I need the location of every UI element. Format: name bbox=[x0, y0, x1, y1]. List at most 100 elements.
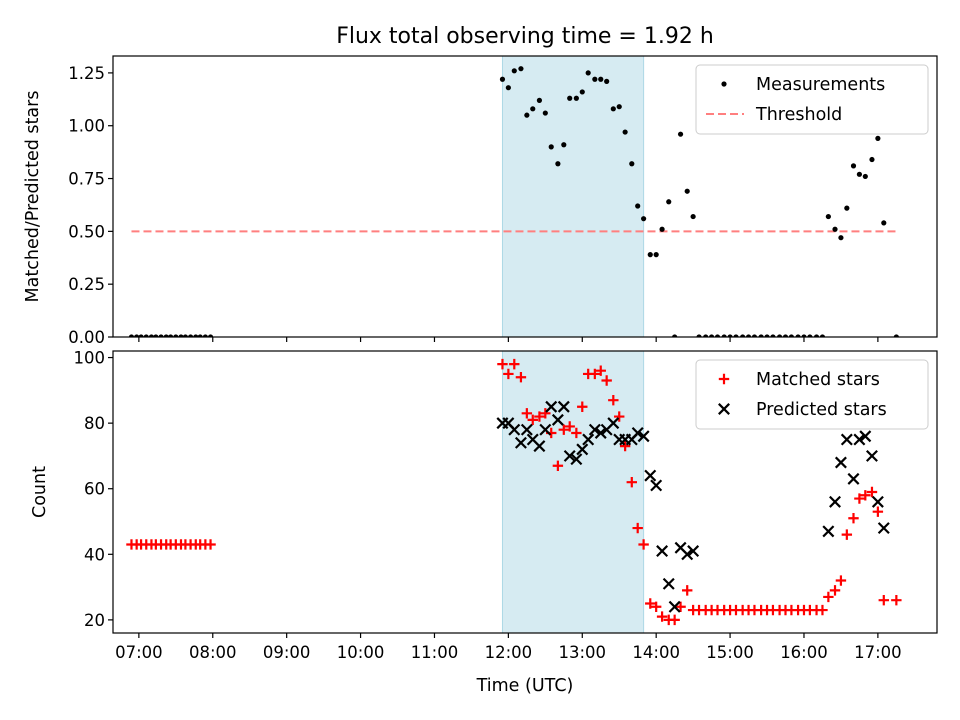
data-point bbox=[850, 163, 857, 169]
data-point bbox=[813, 334, 820, 337]
legend-box bbox=[695, 359, 929, 430]
data-point bbox=[829, 495, 841, 508]
data-point bbox=[835, 575, 847, 586]
top-observing-span bbox=[501, 56, 645, 337]
data-point bbox=[647, 252, 653, 258]
data-point bbox=[573, 95, 579, 101]
y-tick-label: 1.25 bbox=[68, 64, 105, 83]
data-point bbox=[579, 89, 585, 95]
data-point bbox=[555, 161, 561, 167]
y-tick-label: 0.25 bbox=[68, 275, 105, 294]
data-point bbox=[862, 173, 868, 180]
data-point bbox=[608, 394, 619, 406]
data-point bbox=[505, 85, 511, 91]
data-point bbox=[653, 252, 659, 258]
data-point bbox=[178, 334, 184, 337]
data-point bbox=[751, 334, 758, 337]
data-point bbox=[659, 226, 665, 232]
data-point bbox=[515, 372, 527, 383]
data-point bbox=[696, 334, 702, 337]
data-point bbox=[563, 449, 576, 462]
data-point bbox=[703, 334, 709, 337]
x-tick-label: 15:00 bbox=[706, 643, 754, 662]
data-point bbox=[650, 601, 662, 612]
data-point bbox=[589, 368, 601, 380]
data-point bbox=[825, 213, 831, 220]
y-tick-label: 80 bbox=[84, 414, 105, 433]
top-y-axis-label: Matched/Predicted stars bbox=[23, 91, 43, 303]
data-point bbox=[557, 400, 570, 413]
data-point bbox=[872, 506, 884, 517]
data-point bbox=[539, 423, 552, 436]
legend-box bbox=[695, 64, 929, 135]
data-point bbox=[594, 426, 607, 439]
y-tick-label: 100 bbox=[74, 349, 106, 368]
top-series-0 bbox=[128, 66, 899, 337]
data-point bbox=[645, 598, 656, 609]
data-point bbox=[173, 334, 179, 337]
data-point bbox=[788, 334, 795, 337]
data-point bbox=[656, 545, 669, 558]
data-point bbox=[859, 430, 872, 443]
x-tick-label: 12:00 bbox=[485, 643, 533, 662]
data-point bbox=[632, 522, 643, 534]
data-point bbox=[521, 408, 533, 419]
data-point bbox=[838, 235, 844, 241]
data-point bbox=[585, 70, 591, 76]
data-point bbox=[153, 334, 159, 337]
data-point bbox=[682, 585, 693, 596]
data-point bbox=[714, 334, 721, 337]
data-point bbox=[607, 417, 620, 430]
data-point bbox=[770, 334, 776, 337]
data-point bbox=[631, 426, 644, 439]
top-axes-frame bbox=[112, 55, 938, 338]
data-point bbox=[182, 334, 189, 337]
bottom-y-axis-label: Count bbox=[30, 466, 50, 518]
data-point bbox=[570, 453, 583, 466]
data-point bbox=[134, 334, 140, 337]
data-point bbox=[503, 368, 514, 380]
data-point bbox=[869, 156, 875, 163]
data-point bbox=[564, 421, 575, 432]
data-point bbox=[604, 78, 610, 84]
data-point bbox=[819, 334, 826, 337]
legend-label: Threshold bbox=[755, 105, 842, 125]
data-point bbox=[795, 334, 801, 337]
data-point bbox=[629, 161, 635, 167]
data-point bbox=[817, 604, 828, 616]
data-point bbox=[841, 529, 853, 540]
y-tick-label: 20 bbox=[84, 611, 105, 630]
data-point bbox=[534, 411, 545, 422]
data-point bbox=[675, 601, 686, 612]
y-tick-label: 0.75 bbox=[68, 170, 105, 189]
data-point bbox=[672, 334, 678, 337]
data-point bbox=[540, 408, 551, 419]
bottom-panel: 20 40 60 80 100 07:00 08:00 09:00 10:00 11:00 12:0… bbox=[30, 349, 938, 662]
data-point bbox=[690, 213, 696, 220]
x-tick-label: 10:00 bbox=[337, 643, 385, 662]
top-panel: 0.00 0.25 0.50 0.75 1.00 1.25 Matched/Predicte… bbox=[23, 55, 938, 347]
x-tick-label: 07:00 bbox=[115, 643, 163, 662]
y-tick-label: 60 bbox=[84, 480, 105, 499]
top-legend: Measurements Threshold bbox=[695, 64, 929, 135]
data-point bbox=[840, 433, 853, 446]
data-point bbox=[877, 522, 890, 535]
data-point bbox=[871, 495, 884, 508]
data-point bbox=[610, 106, 616, 112]
data-point bbox=[650, 479, 663, 492]
data-point bbox=[893, 334, 899, 337]
data-point bbox=[854, 493, 865, 504]
data-point bbox=[533, 440, 546, 453]
data-point bbox=[582, 433, 595, 446]
data-point bbox=[552, 460, 564, 471]
data-point bbox=[635, 203, 641, 209]
data-point bbox=[558, 424, 569, 435]
data-point bbox=[644, 469, 657, 482]
data-point bbox=[202, 334, 208, 337]
data-point bbox=[592, 76, 598, 82]
data-point bbox=[548, 144, 554, 150]
data-point bbox=[782, 334, 789, 337]
bottom-plot-area bbox=[126, 351, 902, 633]
data-point bbox=[567, 95, 573, 101]
